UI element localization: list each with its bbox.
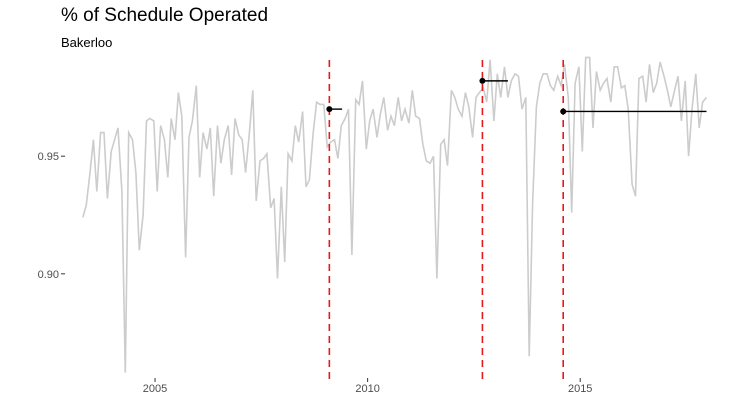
y-tick-label-1: 0.95: [38, 151, 59, 163]
chart-title: % of Schedule Operated: [61, 5, 269, 26]
x-tick-label-0: 2005: [143, 383, 167, 395]
y-tick-label-0: 0.90: [38, 269, 59, 281]
x-tick-label-1: 2010: [355, 383, 379, 395]
chart-subtitle: Bakerloo: [61, 35, 113, 50]
average-point-0: [326, 106, 333, 113]
x-tick-label-2: 2015: [568, 383, 592, 395]
average-point-1: [479, 77, 486, 84]
monthly-series-line: [82, 56, 708, 373]
average-point-2: [560, 108, 567, 115]
